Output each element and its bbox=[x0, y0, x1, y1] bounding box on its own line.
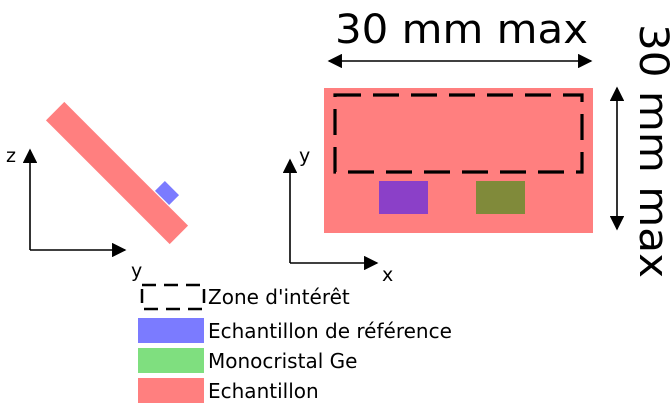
legend-swatch-zone bbox=[140, 283, 206, 311]
legend: Zone d'intérêt Echantillon de référence … bbox=[138, 283, 452, 403]
side-view-reference-sample bbox=[154, 180, 180, 206]
top-view-x-label: x bbox=[382, 264, 393, 286]
side-view: z y bbox=[6, 101, 189, 282]
reference-sample-patch bbox=[379, 181, 428, 214]
side-view-z-label: z bbox=[6, 145, 16, 167]
width-dimension-label: 30 mm max bbox=[335, 7, 588, 53]
legend-label-sample: Echantillon bbox=[208, 379, 319, 403]
side-view-sample bbox=[45, 101, 189, 245]
germanium-crystal-patch bbox=[476, 181, 525, 214]
legend-swatch-crystal bbox=[138, 348, 204, 373]
legend-item-sample: Echantillon bbox=[138, 378, 319, 403]
legend-item-zone: Zone d'intérêt bbox=[140, 283, 350, 311]
legend-label-zone: Zone d'intérêt bbox=[208, 285, 350, 309]
legend-item-crystal: Monocristal Ge bbox=[138, 348, 357, 373]
legend-label-crystal: Monocristal Ge bbox=[208, 349, 357, 373]
legend-label-reference: Echantillon de référence bbox=[208, 319, 452, 343]
top-view-y-label: y bbox=[299, 145, 310, 167]
side-view-y-label: y bbox=[131, 260, 142, 282]
height-dimension-label: 30 mm max bbox=[630, 24, 672, 278]
top-view-sample bbox=[324, 88, 593, 233]
top-view: y x 30 mm max 30 mm max bbox=[282, 7, 672, 286]
legend-item-reference: Echantillon de référence bbox=[138, 318, 452, 343]
region-of-interest-outline bbox=[333, 93, 584, 174]
legend-swatch-reference bbox=[138, 318, 204, 343]
legend-swatch-sample bbox=[138, 378, 204, 403]
